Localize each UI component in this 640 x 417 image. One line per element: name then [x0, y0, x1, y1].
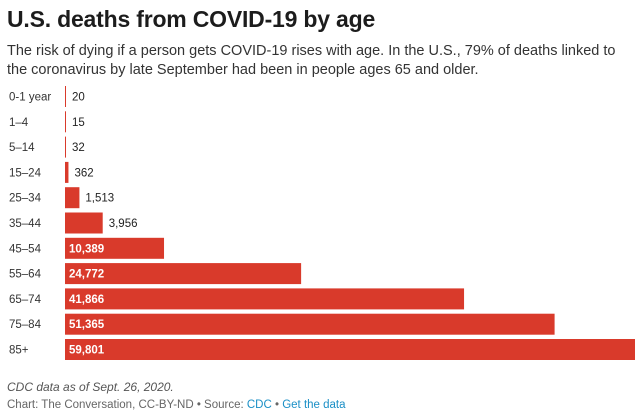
- bar: [65, 263, 302, 285]
- bar: [65, 212, 103, 234]
- category-label: 25–34: [9, 193, 42, 205]
- bar: [65, 136, 66, 158]
- value-label: 20: [72, 92, 85, 104]
- category-label: 45–54: [9, 243, 42, 255]
- bar: [65, 111, 66, 133]
- bar: [65, 161, 69, 183]
- value-label: 59,801: [69, 345, 105, 357]
- bar: [65, 313, 555, 335]
- chart-credit: Chart: The Conversation, CC-BY-ND • Sour…: [7, 399, 346, 411]
- category-label: 1–4: [9, 117, 29, 129]
- get-data-link[interactable]: Get the data: [282, 399, 346, 411]
- category-label: 15–24: [9, 167, 42, 179]
- value-label: 1,513: [85, 193, 114, 205]
- credit-separator: •: [271, 399, 283, 411]
- value-label: 32: [72, 142, 85, 154]
- credit-text: Chart: The Conversation, CC-BY-ND • Sour…: [7, 399, 247, 411]
- category-label: 35–44: [9, 218, 42, 230]
- value-label: 51,365: [69, 319, 105, 331]
- bar: [65, 339, 635, 360]
- source-link[interactable]: CDC: [246, 399, 272, 411]
- bar: [65, 237, 165, 259]
- value-label: 3,956: [109, 218, 138, 230]
- bar: [65, 86, 66, 107]
- category-label: 5–14: [9, 142, 35, 154]
- bar: [65, 288, 465, 310]
- value-label: 15: [72, 117, 85, 129]
- category-label: 75–84: [9, 319, 42, 331]
- category-label: 55–64: [9, 269, 42, 281]
- category-label: 65–74: [9, 294, 42, 306]
- value-label: 41,866: [69, 294, 104, 306]
- bar-chart: 0-1 year 20 1–4 15 5–14 32 15–24 362 25–34 1,513 3…: [9, 86, 635, 360]
- value-label: 362: [74, 167, 93, 179]
- bar: [65, 187, 80, 209]
- chart-subtitle: The risk of dying if a person gets COVID…: [7, 43, 616, 78]
- data-note: CDC data as of Sept. 26, 2020.: [7, 380, 174, 394]
- chart-title: U.S. deaths from COVID-19 by age: [7, 6, 376, 32]
- category-label: 85+: [9, 345, 29, 357]
- value-label: 10,389: [69, 243, 104, 255]
- category-label: 0-1 year: [9, 92, 51, 104]
- value-label: 24,772: [69, 269, 104, 281]
